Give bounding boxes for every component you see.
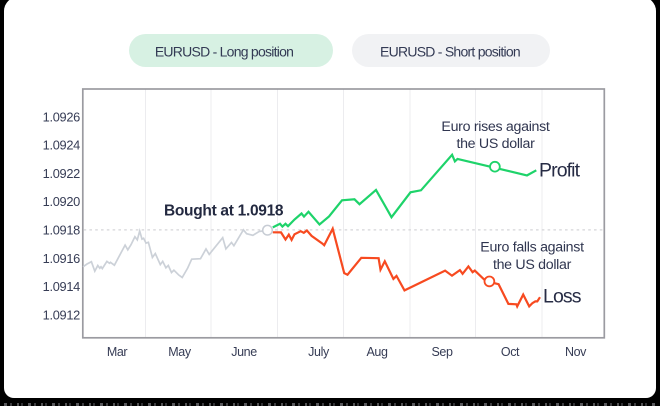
svg-text:June: June: [231, 345, 257, 359]
svg-text:1.0912: 1.0912: [43, 308, 81, 323]
svg-text:1.0924: 1.0924: [43, 138, 81, 153]
svg-text:Profit: Profit: [539, 160, 581, 182]
svg-text:EURUSD - Short position: EURUSD - Short position: [380, 43, 520, 59]
svg-text:Sep: Sep: [431, 345, 452, 359]
svg-text:1.0922: 1.0922: [43, 166, 81, 181]
svg-text:May: May: [168, 345, 192, 359]
svg-text:Nov: Nov: [565, 345, 587, 359]
svg-text:1.0926: 1.0926: [43, 109, 81, 124]
svg-text:1.0918: 1.0918: [43, 223, 81, 238]
svg-text:Aug: Aug: [366, 345, 387, 359]
svg-text:Bought at 1.0918: Bought at 1.0918: [164, 202, 284, 219]
svg-text:1.0914: 1.0914: [43, 279, 81, 294]
svg-text:1.0920: 1.0920: [43, 194, 81, 209]
svg-text:the US dollar: the US dollar: [493, 257, 572, 273]
svg-text:the US dollar: the US dollar: [456, 136, 535, 152]
svg-text:EURUSD - Long position: EURUSD - Long position: [155, 43, 293, 59]
svg-text:Mar: Mar: [107, 345, 128, 359]
svg-text:Euro falls against: Euro falls against: [480, 239, 584, 255]
svg-text:Euro rises against: Euro rises against: [441, 119, 550, 135]
svg-text:Loss: Loss: [543, 286, 582, 308]
svg-text:July: July: [308, 345, 330, 359]
svg-text:Oct: Oct: [501, 345, 520, 359]
svg-text:1.0916: 1.0916: [43, 251, 81, 266]
